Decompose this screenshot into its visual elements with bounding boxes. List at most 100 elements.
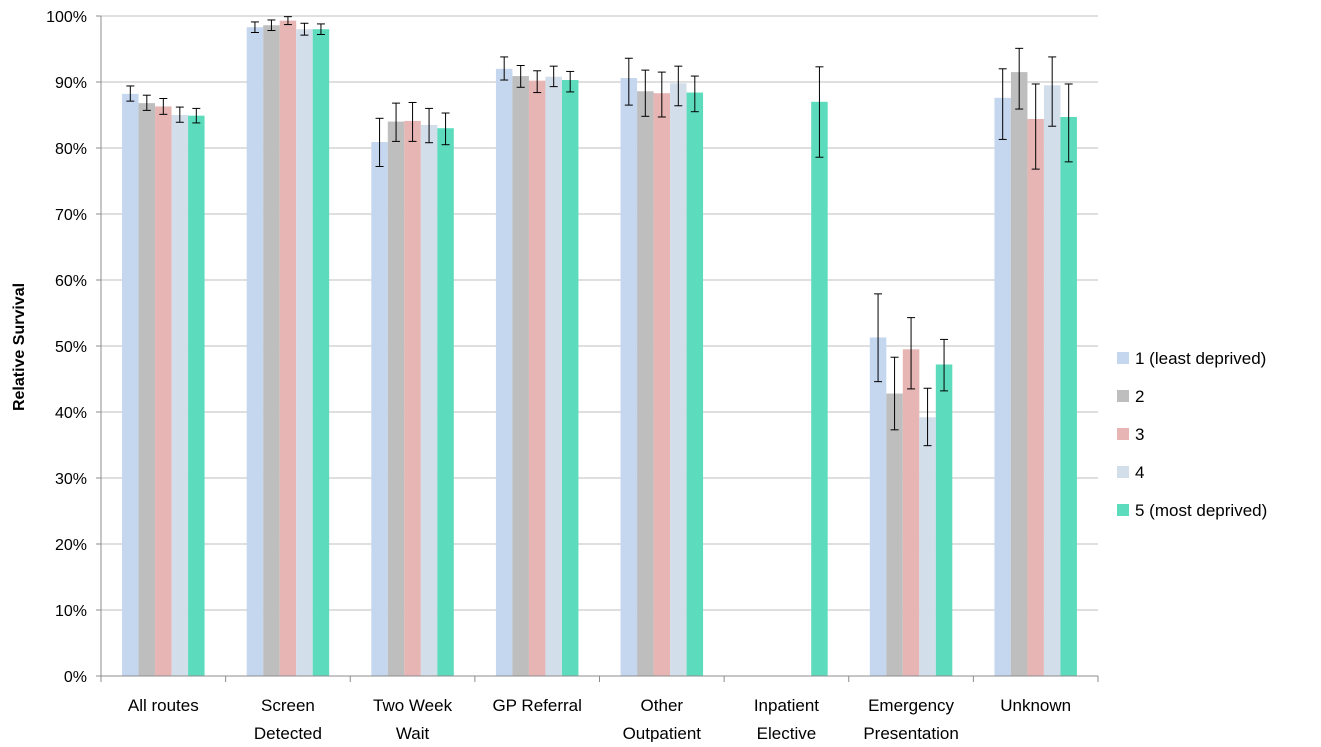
x-axis-ticks: All routes Screen Detected Two Week Wait GP R… <box>128 696 1071 743</box>
error-bar <box>533 70 542 94</box>
error-bar <box>500 56 509 81</box>
error-bar <box>316 23 325 35</box>
legend-item: 5 (most deprived) <box>1117 501 1267 520</box>
bar <box>371 142 388 676</box>
legend: 1 (least deprived) 2 3 4 5 (most deprived) <box>1117 349 1267 520</box>
legend-label: 4 <box>1135 463 1144 482</box>
x-tick-label: Inpatient Elective <box>754 696 819 742</box>
bar <box>420 124 438 676</box>
error-bar <box>641 69 650 117</box>
legend-swatch <box>1117 428 1129 440</box>
bar <box>263 25 280 677</box>
error-bar <box>283 16 292 26</box>
error-bar <box>300 22 309 36</box>
legend-label: 1 (least deprived) <box>1135 349 1266 368</box>
legend-item: 1 (least deprived) <box>1117 349 1266 368</box>
error-bar <box>267 19 276 32</box>
bar <box>902 349 920 676</box>
bar <box>188 115 205 676</box>
error-bar <box>1031 83 1040 170</box>
error-bar <box>624 57 633 106</box>
x-tick-label: Unknown <box>1000 696 1071 715</box>
y-axis-ticks: 0% 10% 20% 30% 40% 50% 60% 70% 80% 90% 100% <box>46 9 87 686</box>
y-tick-label: 30% <box>55 471 87 488</box>
bar <box>122 93 139 676</box>
bar <box>994 97 1011 677</box>
error-bar <box>408 101 417 142</box>
bar <box>437 128 454 676</box>
y-axis-label: Relative Survival <box>11 283 28 411</box>
error-bar <box>923 387 932 447</box>
bar <box>171 115 189 676</box>
error-bar <box>690 75 699 113</box>
bar <box>886 393 903 676</box>
error-bar <box>566 70 575 93</box>
legend-item: 3 <box>1117 425 1144 444</box>
bar <box>296 29 313 676</box>
error-bar <box>907 317 916 390</box>
error-bar <box>890 356 899 431</box>
bars <box>122 20 1077 677</box>
error-bar <box>159 98 168 115</box>
bar <box>653 93 671 677</box>
x-tick-label: Screen Detected <box>254 696 322 742</box>
bar <box>138 103 156 677</box>
y-tick-label: 50% <box>55 339 87 356</box>
bar <box>686 92 704 676</box>
error-bar <box>250 21 259 33</box>
y-tick-label: 90% <box>55 75 87 92</box>
bar <box>670 83 687 676</box>
bar <box>545 76 562 677</box>
legend-item: 2 <box>1117 387 1144 406</box>
bar <box>919 417 936 676</box>
bar <box>246 27 264 677</box>
legend-label: 2 <box>1135 387 1144 406</box>
bar <box>1060 116 1077 677</box>
x-tick-label: Other Outpatient <box>623 696 702 742</box>
bar <box>1010 72 1028 677</box>
error-bar <box>874 293 883 383</box>
bar <box>512 76 529 676</box>
legend-label: 5 (most deprived) <box>1135 501 1267 520</box>
legend-swatch <box>1117 352 1129 364</box>
legend-item: 4 <box>1117 463 1144 482</box>
error-bars <box>126 16 1073 447</box>
x-tick-label: GP Referral <box>492 696 581 715</box>
error-bar <box>142 94 151 111</box>
bar <box>1027 118 1044 676</box>
error-bar <box>674 65 683 107</box>
bar <box>528 80 546 677</box>
bar <box>1043 85 1061 677</box>
y-tick-label: 10% <box>55 603 87 620</box>
bar <box>387 121 405 677</box>
error-bar <box>549 65 558 88</box>
error-bar <box>516 65 525 88</box>
bar <box>935 364 953 676</box>
bar <box>620 78 638 677</box>
x-tick-label: Two Week Wait <box>373 696 453 742</box>
bar <box>811 101 828 677</box>
error-bar <box>192 107 201 124</box>
error-bar <box>815 66 824 158</box>
y-tick-label: 20% <box>55 537 87 554</box>
y-tick-label: 60% <box>55 273 87 290</box>
legend-swatch <box>1117 466 1129 478</box>
error-bar <box>441 112 450 146</box>
error-bar <box>1015 47 1024 110</box>
error-bar <box>657 71 666 118</box>
error-bar <box>1064 83 1073 163</box>
legend-swatch <box>1117 504 1129 516</box>
error-bar <box>392 102 401 142</box>
bar <box>279 20 297 677</box>
error-bar <box>375 117 384 167</box>
legend-swatch <box>1117 390 1129 402</box>
bar <box>312 29 330 676</box>
error-bar <box>425 107 434 144</box>
y-tick-label: 40% <box>55 405 87 422</box>
y-tick-label: 80% <box>55 141 87 158</box>
y-tick-label: 0% <box>64 669 87 686</box>
bar <box>495 68 513 677</box>
bar <box>155 106 172 677</box>
